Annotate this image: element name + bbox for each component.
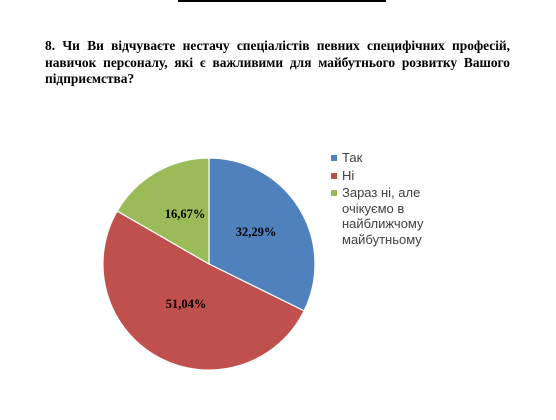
question-text: 8. Чи Ви відчуваєте нестачу спеціалістів… bbox=[45, 38, 510, 86]
legend-item-3: Зараз ні, але очікуємо в найближчому май… bbox=[331, 185, 461, 247]
legend-item-2: Ні bbox=[331, 168, 461, 184]
pie-data-label-2: 51,04% bbox=[166, 297, 207, 311]
pie-slice-2 bbox=[102, 210, 305, 371]
legend-swatch bbox=[331, 190, 337, 196]
pie-data-label-1: 32,29% bbox=[236, 225, 277, 239]
legend-swatch bbox=[331, 155, 337, 161]
legend-item-1: Так bbox=[331, 150, 461, 166]
pie-slice-3 bbox=[116, 157, 210, 266]
pie-data-label-3: 16,67% bbox=[165, 207, 206, 221]
legend-label: Ні bbox=[342, 167, 355, 183]
pie-slice-1 bbox=[208, 157, 316, 312]
legend-label: Так bbox=[342, 150, 363, 165]
top-divider-line bbox=[178, 0, 386, 2]
legend-label: Зараз ні, але очікуємо в найближчому май… bbox=[342, 185, 424, 247]
legend-swatch bbox=[331, 172, 337, 179]
chart-legend: Так Ні Зараз ні, але очікуємо в найближчом… bbox=[331, 150, 461, 249]
